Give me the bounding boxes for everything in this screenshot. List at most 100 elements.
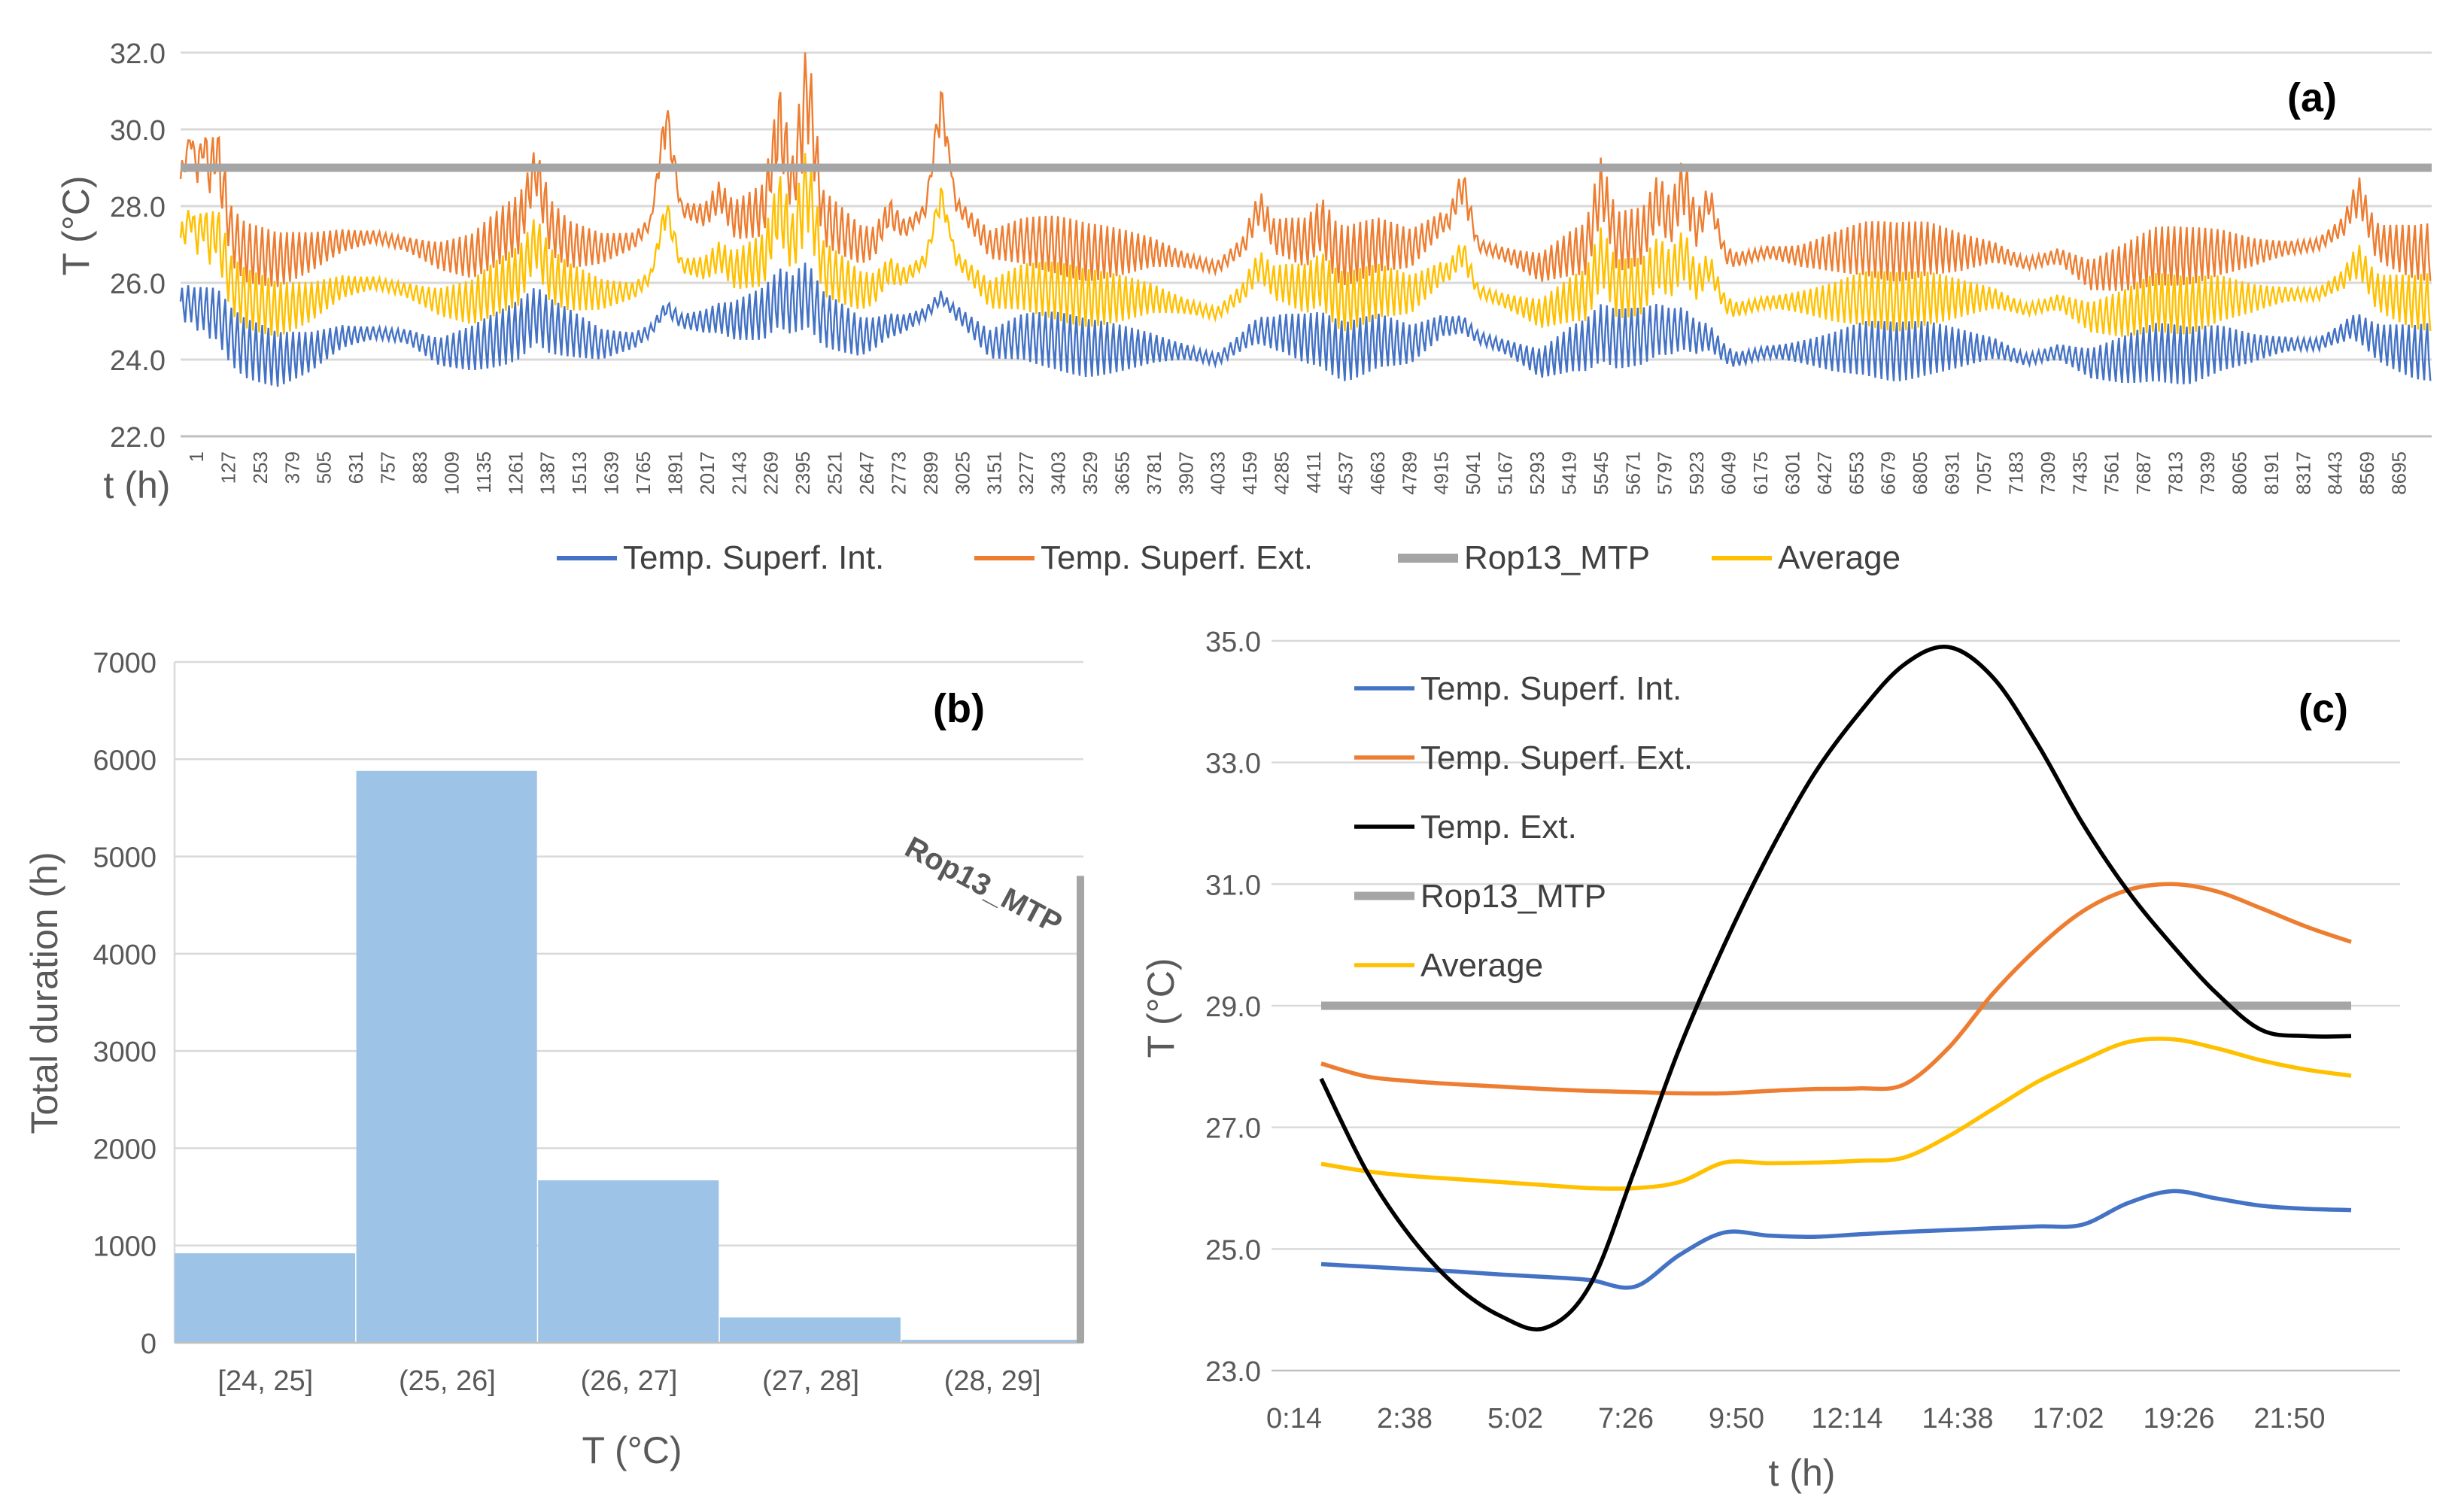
panel-a-y-ticks: 22.0 24.0 26.0 28.0 30.0 32.0 — [110, 38, 166, 454]
panel-b-x-tick-label: (27, 28] — [762, 1365, 859, 1397]
panel-b-x-tick-label: (26, 27] — [581, 1365, 678, 1397]
legend-a-avg-label: Average — [1778, 539, 1900, 576]
panel-c-x-tick-label: 14:38 — [1922, 1403, 1993, 1435]
panel-c-legend-label-avg: Average — [1420, 947, 1543, 984]
panel-c-x-tick-label: 12:14 — [1811, 1403, 1882, 1435]
panel-c-y-tick-label: 29.0 — [1205, 991, 1261, 1023]
panel-b-bars — [175, 770, 1083, 1344]
panel-c-y-tick-label: 33.0 — [1205, 748, 1261, 780]
panel-a-x-tick-label: 1765 — [632, 451, 655, 495]
panel-a-x-tick-label: 7183 — [2004, 451, 2027, 495]
panel-b-y-tick-label: 6000 — [93, 745, 156, 776]
panel-b-y-tick-label: 2000 — [93, 1134, 156, 1165]
panel-c-y-tick-label: 35.0 — [1205, 627, 1261, 658]
legend-a-ext-label: Temp. Superf. Ext. — [1041, 539, 1313, 576]
panel-b-x-tick-label: [24, 25] — [217, 1365, 313, 1397]
panel-a-x-tick-label: 253 — [249, 451, 272, 484]
panel-b-y-tick-label: 1000 — [93, 1231, 156, 1263]
panel-a-x-tick-label: 1261 — [504, 451, 527, 495]
panel-a-x-tick-label: 1 — [185, 451, 208, 462]
panel-a-x-tick-label: 757 — [377, 451, 400, 484]
panel-c-x-tick-label: 5:02 — [1487, 1403, 1543, 1435]
panel-a-x-tick-label: 3277 — [1015, 451, 1038, 495]
panel-a-x-tick-label: 6427 — [1813, 451, 1836, 495]
panel-a-x-tick-label: 3529 — [1079, 451, 1101, 495]
panel-b-x-axis-label: T (°C) — [582, 1429, 682, 1471]
panel-a-x-tick-label: 7057 — [1973, 451, 1995, 495]
panel-c-label: (c) — [2299, 686, 2348, 731]
panel-a-x-tick-label: 1135 — [472, 451, 495, 493]
panel-a-x-tick-label: 1387 — [536, 451, 559, 495]
panel-a-x-tick-label: 2647 — [855, 451, 878, 495]
panel-a-x-tick-label: 3907 — [1174, 451, 1197, 495]
panel-a-x-tick-label: 7939 — [2196, 451, 2219, 495]
panel-a-x-ticks: 1 127 253 379 505 631 757 883 1009 1135 1261 1387 15… — [185, 451, 2411, 495]
panel-a-series-int — [179, 263, 2432, 387]
panel-a-x-tick-label: 1513 — [568, 451, 591, 495]
panel-a-x-tick-label: 7561 — [2101, 451, 2123, 495]
panel-a-x-tick-label: 4033 — [1207, 451, 1229, 495]
panel-a-legend: Temp. Superf. Int. Temp. Superf. Ext. Ro… — [557, 539, 1900, 576]
panel-b-y-tick-label: 4000 — [93, 940, 156, 971]
panel-c-x-tick-label: 21:50 — [2253, 1403, 2325, 1435]
panel-c-series — [1319, 644, 2352, 1331]
panel-c-y-tick-label: 23.0 — [1205, 1356, 1261, 1388]
panel-b-x-ticks: [24, 25] (25, 26] (26, 27] (27, 28] (28, 29] — [217, 1365, 1041, 1397]
panel-b-bar — [538, 1180, 719, 1343]
panel-a-x-tick-label: 3403 — [1047, 451, 1070, 495]
panel-a-x-tick-label: 4285 — [1271, 451, 1293, 495]
panel-c-chart: 23.0 25.0 27.0 29.0 31.0 33.0 35.0 0:14 2:38 5:0… — [1140, 627, 2400, 1494]
panel-b-chart: 0 1000 2000 3000 4000 5000 6000 7000 [24, 25] (2… — [23, 648, 1084, 1471]
panel-a-x-tick-label: 7435 — [2068, 451, 2091, 495]
panel-b-y-tick-label: 0 — [141, 1328, 156, 1360]
panel-a-x-tick-label: 2773 — [887, 451, 910, 495]
panel-c-legend-label-text_ext: Temp. Ext. — [1420, 809, 1577, 846]
panel-c-y-ticks: 23.0 25.0 27.0 29.0 31.0 33.0 35.0 — [1205, 627, 1261, 1388]
panel-a-y-tick-label: 22.0 — [110, 422, 166, 454]
panel-a-x-tick-label: 2143 — [728, 451, 750, 495]
panel-a-x-tick-label: 3655 — [1111, 451, 1133, 495]
panel-a-x-tick-label: 4537 — [1334, 451, 1357, 495]
panel-c-legend-label-rop: Rop13_MTP — [1420, 878, 1606, 915]
panel-a-x-tick-label: 2899 — [919, 451, 942, 495]
panel-a-x-tick-label: 6175 — [1749, 451, 1772, 495]
panel-b-x-tick-label: (25, 26] — [399, 1365, 496, 1397]
panel-a-x-tick-label: 6931 — [1941, 451, 1964, 495]
panel-a-y-tick-label: 26.0 — [110, 269, 166, 300]
panel-b-bar — [901, 1340, 1083, 1343]
panel-a-x-tick-label: 3151 — [983, 451, 1006, 495]
panel-c-series-ext — [1320, 882, 2352, 1096]
panel-c-series-avg — [1320, 1037, 2352, 1192]
panel-a-label: (a) — [2287, 75, 2337, 120]
panel-b-label: (b) — [933, 686, 985, 731]
panel-b-y-tick-label: 7000 — [93, 648, 156, 679]
panel-c-x-tick-label: 17:02 — [2032, 1403, 2104, 1435]
panel-a-x-tick-label: 4663 — [1366, 451, 1389, 495]
panel-c-legend-label-int: Temp. Superf. Int. — [1420, 670, 1682, 707]
panel-c-x-tick-label: 7:26 — [1598, 1403, 1654, 1435]
panel-c-series-text_ext — [1319, 644, 2352, 1331]
panel-a-x-tick-label: 2395 — [791, 451, 814, 495]
panel-a-x-tick-label: 8695 — [2388, 451, 2411, 495]
panel-b-x-tick-label: (28, 29] — [944, 1365, 1041, 1397]
legend-a-int-label: Temp. Superf. Int. — [623, 539, 884, 576]
panel-a-x-tick-label: 505 — [313, 451, 336, 484]
panel-a-x-tick-label: 1639 — [600, 451, 623, 495]
panel-a-x-tick-label: 5797 — [1654, 451, 1676, 495]
panel-a-series-ext — [179, 52, 2432, 291]
panel-a-x-tick-label: 7687 — [2132, 451, 2155, 495]
panel-a-x-tick-label: 1009 — [440, 451, 463, 495]
panel-a-x-tick-label: 5545 — [1590, 451, 1612, 495]
panel-a-x-tick-label: 5923 — [1685, 451, 1708, 495]
panel-a-x-tick-label: 4411 — [1302, 451, 1325, 493]
panel-a-x-tick-label: 2017 — [696, 451, 719, 495]
panel-a-x-tick-label: 6049 — [1718, 451, 1740, 495]
panel-a-x-tick-label: 3781 — [1143, 451, 1165, 495]
panel-a-x-tick-label: 7813 — [2165, 451, 2187, 495]
panel-b-y-axis-label: Total duration (h) — [23, 852, 65, 1134]
panel-b-bar — [175, 1253, 356, 1343]
panel-a-x-tick-label: 5293 — [1526, 451, 1548, 495]
panel-c-y-tick-label: 31.0 — [1205, 870, 1261, 901]
panel-a-y-tick-label: 28.0 — [110, 192, 166, 223]
panel-b-bar — [356, 770, 537, 1343]
